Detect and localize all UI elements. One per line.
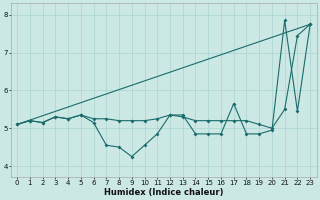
X-axis label: Humidex (Indice chaleur): Humidex (Indice chaleur) xyxy=(104,188,223,197)
